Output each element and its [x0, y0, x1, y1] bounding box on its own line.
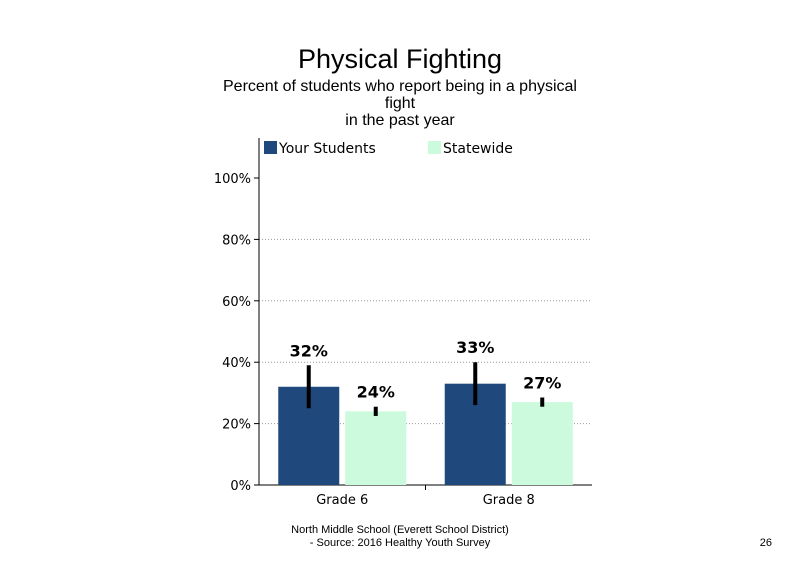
x-tick-label: Grade 8 — [483, 493, 535, 508]
bar — [511, 402, 573, 485]
legend-label: Statewide — [443, 141, 513, 157]
footer-line-1: North Middle School (Everett School Dist… — [291, 524, 509, 536]
data-label: 24% — [357, 383, 395, 402]
y-tick-label: 20% — [222, 418, 251, 433]
subtitle-line-1: Percent of students who report being in … — [223, 78, 577, 95]
y-tick-label: 60% — [222, 295, 251, 310]
data-label: 32% — [290, 341, 328, 360]
data-label: 33% — [456, 338, 494, 357]
source-footer: North Middle School (Everett School Dist… — [240, 524, 560, 550]
subtitle-line-2: fight — [384, 95, 416, 112]
legend-swatch — [428, 141, 441, 154]
chart-subtitle: Percent of students who report being in … — [200, 78, 600, 129]
footer-line-2: - Source: 2016 Healthy Youth Survey — [309, 537, 491, 549]
data-label: 27% — [523, 374, 561, 393]
chart-title: Physical Fighting — [297, 44, 503, 74]
legend-label: Your Students — [278, 141, 376, 157]
y-tick-label: 40% — [222, 356, 251, 371]
bar — [345, 411, 407, 485]
y-tick-label: 80% — [222, 233, 251, 248]
x-tick-label: Grade 6 — [316, 493, 368, 508]
legend-swatch — [264, 141, 277, 154]
y-tick-label: 0% — [230, 479, 251, 494]
page-number: 26 — [759, 537, 772, 549]
y-tick-label: 100% — [214, 172, 251, 187]
subtitle-line-3: in the past year — [345, 112, 455, 129]
